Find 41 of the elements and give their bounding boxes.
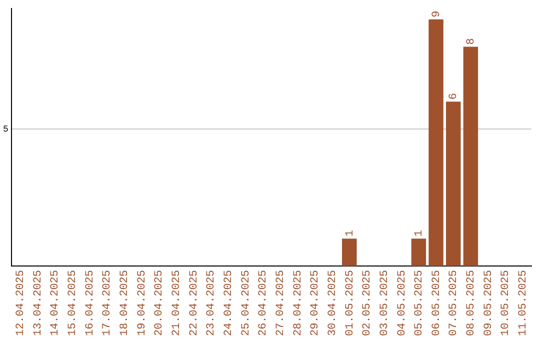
x-tick-label: 23.04.2025 [206, 270, 218, 336]
bar [446, 102, 461, 266]
x-tick-label: 05.05.2025 [414, 270, 426, 336]
x-tick-label: 15.04.2025 [66, 270, 79, 336]
x-tick-label: 19.04.2025 [136, 270, 148, 336]
bar [342, 238, 357, 266]
x-tick-label: 29.04.2025 [310, 270, 322, 336]
x-tick-label: 04.05.2025 [396, 270, 408, 336]
x-tick-label: 30.04.2025 [326, 270, 339, 336]
data-label: 9 [430, 10, 443, 18]
x-tick-label: 25.04.2025 [240, 270, 252, 336]
x-tick-label: 27.04.2025 [274, 270, 287, 336]
bar [411, 238, 426, 266]
data-label: 1 [344, 230, 356, 237]
x-tick-label: 07.05.2025 [448, 270, 460, 336]
x-tick-label: 02.05.2025 [362, 270, 374, 336]
x-tick-label: 20.04.2025 [154, 270, 166, 336]
x-tick-label: 12.04.2025 [14, 270, 27, 336]
data-label: 8 [466, 38, 478, 45]
x-tick-label: 06.05.2025 [430, 270, 443, 336]
y-tick-label: 5 [2, 124, 8, 134]
x-tick-label: 08.05.2025 [466, 270, 478, 336]
x-tick-label: 24.04.2025 [222, 270, 235, 336]
data-label: 1 [414, 230, 426, 237]
x-tick-label: 21.04.2025 [170, 270, 183, 336]
data-label: 6 [448, 92, 460, 100]
x-tick-label: 26.04.2025 [258, 270, 270, 336]
x-tick-label: 03.05.2025 [378, 270, 391, 336]
x-tick-label: 01.05.2025 [344, 270, 356, 336]
x-tick-label: 18.04.2025 [118, 270, 131, 336]
bar [428, 19, 444, 266]
x-tick-label: 22.04.2025 [188, 270, 200, 336]
x-tick-label: 16.04.2025 [84, 270, 96, 336]
x-tick-label: 14.04.2025 [50, 270, 62, 336]
x-tick-label: 17.04.2025 [102, 270, 114, 336]
x-tick-label: 11.05.2025 [518, 270, 530, 336]
x-tick-label: 09.05.2025 [482, 270, 495, 336]
bar [463, 46, 478, 266]
x-tick-label: 13.04.2025 [32, 270, 44, 336]
x-tick-label: 28.04.2025 [292, 270, 304, 336]
x-tick-label: 10.05.2025 [500, 270, 512, 336]
